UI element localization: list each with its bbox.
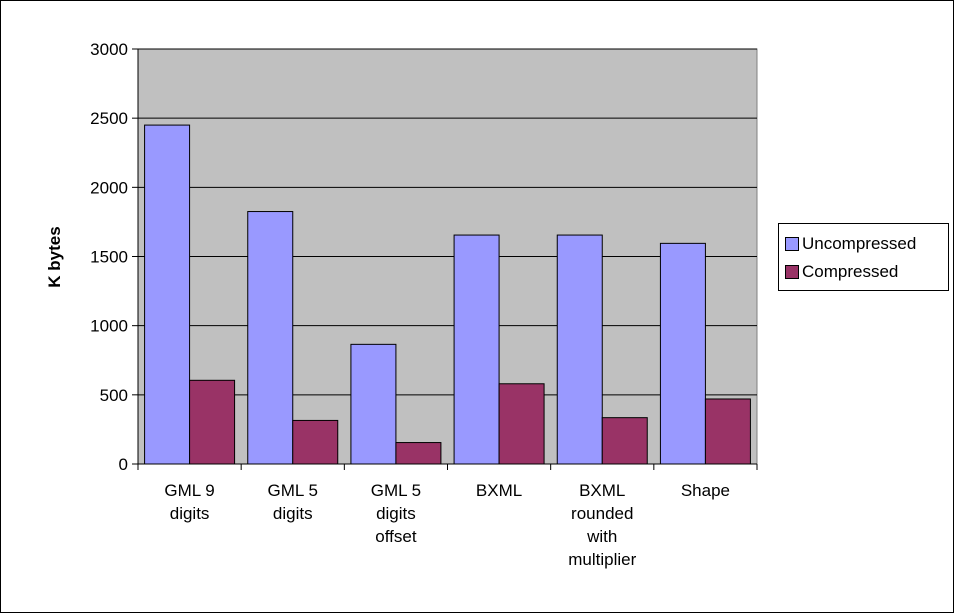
- bar-uncompressed: [247, 211, 294, 465]
- y-tick-label: 3000: [90, 40, 128, 59]
- legend-item-uncompressed: Uncompressed: [785, 230, 948, 258]
- x-category-label: rounded: [571, 504, 633, 523]
- x-category-label: digits: [376, 504, 416, 523]
- x-category-label: with: [586, 527, 617, 546]
- y-axis-title: K bytes: [45, 226, 64, 287]
- x-category-label: offset: [375, 527, 417, 546]
- legend-label-compressed: Compressed: [802, 262, 899, 281]
- x-category-label: GML 9: [164, 481, 214, 500]
- y-tick-label: 500: [100, 386, 128, 405]
- legend-label-uncompressed: Uncompressed: [802, 234, 917, 253]
- y-tick-label: 1500: [90, 248, 128, 267]
- x-category-label: digits: [170, 504, 210, 523]
- legend-swatch-uncompressed: [785, 237, 799, 251]
- legend: Uncompressed Compressed: [778, 223, 949, 291]
- bar-uncompressed: [144, 124, 191, 465]
- bar-compressed: [189, 379, 236, 465]
- bar-uncompressed: [556, 234, 603, 465]
- x-category-label: BXML: [579, 481, 625, 500]
- y-tick-label: 0: [119, 455, 128, 474]
- x-category-label: digits: [273, 504, 313, 523]
- bar-compressed: [395, 442, 442, 465]
- bar-compressed: [498, 383, 545, 465]
- bar-uncompressed: [350, 343, 397, 465]
- x-category-label: GML 5: [371, 481, 421, 500]
- bar-uncompressed: [659, 242, 706, 465]
- x-category-label: Shape: [681, 481, 730, 500]
- gridlines: [138, 48, 757, 396]
- y-tick-label: 2500: [90, 109, 128, 128]
- x-category-label: BXML: [476, 481, 522, 500]
- bars: [144, 124, 751, 465]
- x-category-label: multiplier: [568, 550, 636, 569]
- legend-swatch-compressed: [785, 265, 799, 279]
- x-category-label: GML 5: [268, 481, 318, 500]
- axes: 0 500 1000 1500 2000 2500 3000 GML 9 digits GML 5…: [90, 40, 758, 569]
- legend-item-compressed: Compressed: [785, 258, 948, 286]
- y-tick-label: 2000: [90, 178, 128, 197]
- y-tick-label: 1000: [90, 317, 128, 336]
- bar-compressed: [292, 419, 339, 465]
- bar-compressed: [704, 398, 751, 465]
- bar-uncompressed: [453, 234, 500, 465]
- bar-compressed: [601, 417, 648, 465]
